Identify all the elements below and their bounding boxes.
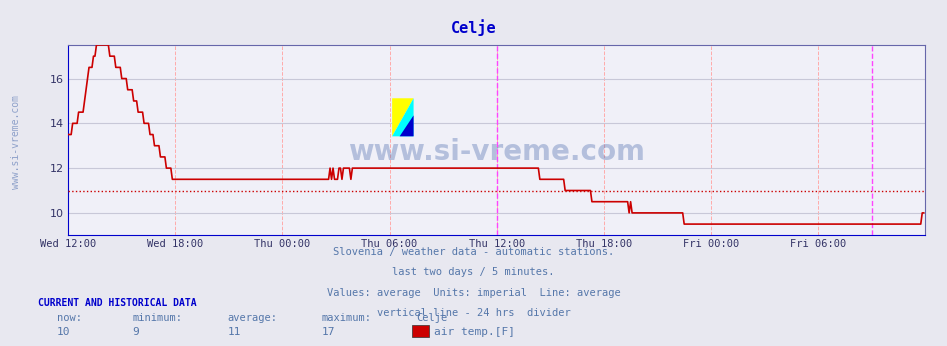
- Text: last two days / 5 minutes.: last two days / 5 minutes.: [392, 267, 555, 277]
- Text: minimum:: minimum:: [133, 313, 183, 323]
- Text: www.si-vreme.com: www.si-vreme.com: [11, 95, 22, 189]
- Text: www.si-vreme.com: www.si-vreme.com: [348, 138, 645, 165]
- Text: vertical line - 24 hrs  divider: vertical line - 24 hrs divider: [377, 308, 570, 318]
- Text: CURRENT AND HISTORICAL DATA: CURRENT AND HISTORICAL DATA: [38, 298, 197, 308]
- Text: air temp.[F]: air temp.[F]: [434, 327, 515, 337]
- Polygon shape: [392, 98, 414, 136]
- Text: maximum:: maximum:: [322, 313, 372, 323]
- Text: 9: 9: [133, 327, 139, 337]
- Text: average:: average:: [227, 313, 277, 323]
- Text: Slovenia / weather data - automatic stations.: Slovenia / weather data - automatic stat…: [333, 247, 614, 257]
- Text: Celje: Celje: [417, 313, 448, 323]
- Text: now:: now:: [57, 313, 81, 323]
- Polygon shape: [400, 115, 414, 136]
- Text: 10: 10: [57, 327, 70, 337]
- Text: Values: average  Units: imperial  Line: average: Values: average Units: imperial Line: av…: [327, 288, 620, 298]
- Text: 17: 17: [322, 327, 335, 337]
- Polygon shape: [392, 98, 414, 136]
- Text: Celje: Celje: [451, 19, 496, 36]
- Text: 11: 11: [227, 327, 241, 337]
